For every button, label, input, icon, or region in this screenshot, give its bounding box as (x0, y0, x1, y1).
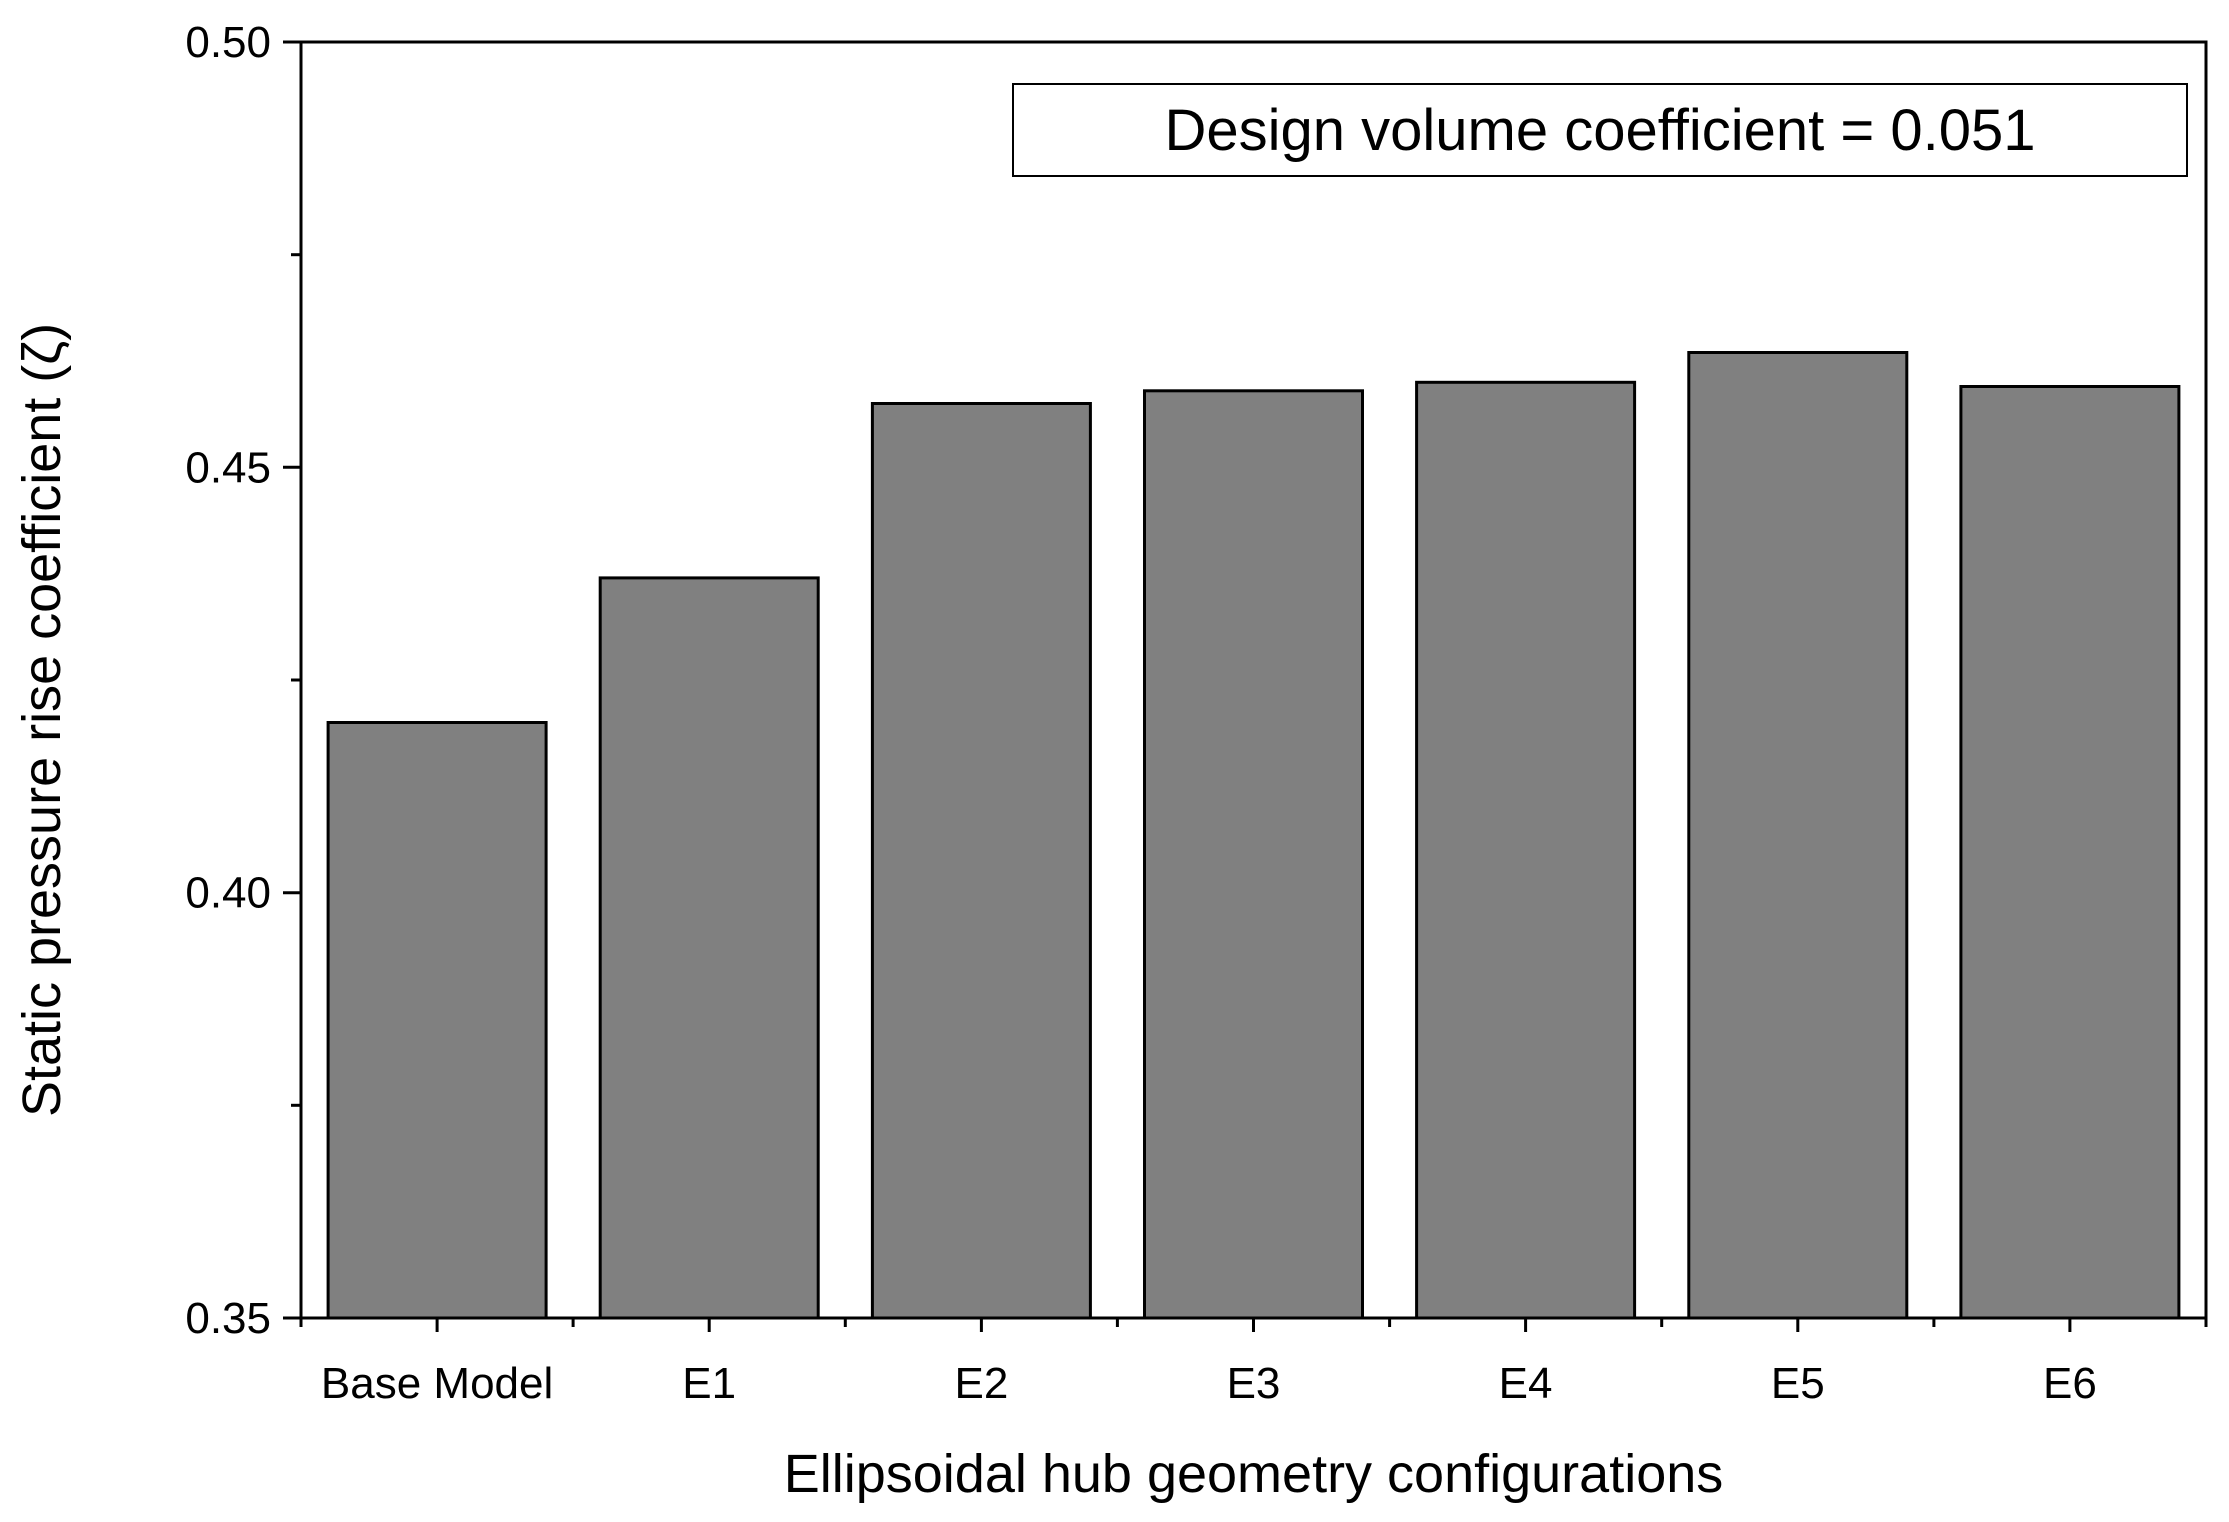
y-tick-label: 0.50 (185, 18, 271, 67)
bars-layer (326, 351, 2181, 1320)
bar-e4 (1415, 380, 1637, 1320)
x-tick-label: E2 (954, 1359, 1008, 1408)
bar-e6 (1959, 385, 2181, 1320)
bar-e3 (1143, 389, 1364, 1320)
x-tick-label: E6 (2043, 1359, 2097, 1408)
annotation-text: Design volume coefficient = 0.051 (1164, 98, 2035, 163)
bar-e1 (598, 576, 820, 1320)
y-tick-label: 0.40 (185, 869, 271, 918)
y-tick-label: 0.35 (185, 1294, 271, 1343)
annotation-box: Design volume coefficient = 0.051 (1012, 83, 2188, 177)
x-tick-label: E1 (682, 1359, 736, 1408)
x-axis-title: Ellipsoidal hub geometry configurations (784, 1444, 1724, 1504)
bar-base-model (326, 721, 548, 1320)
annotation-frame (1012, 83, 2188, 177)
bar-e5 (1687, 351, 1909, 1320)
x-tick-label: E3 (1227, 1359, 1281, 1408)
y-axis-title: Static pressure rise coefficient (ζ) (12, 323, 72, 1117)
x-tick-label: Base Model (321, 1359, 553, 1408)
plot-frame (299, 40, 2208, 1320)
bar-e2 (870, 402, 1092, 1320)
x-tick-label: E5 (1771, 1359, 1825, 1408)
y-tick-label: 0.45 (185, 443, 271, 492)
x-tick-label: E4 (1499, 1359, 1553, 1408)
ticks-layer: Base Model E1 E2 E3 E4 E5 E6 0.35 0.40 0.45 0.50 (185, 18, 2208, 1408)
